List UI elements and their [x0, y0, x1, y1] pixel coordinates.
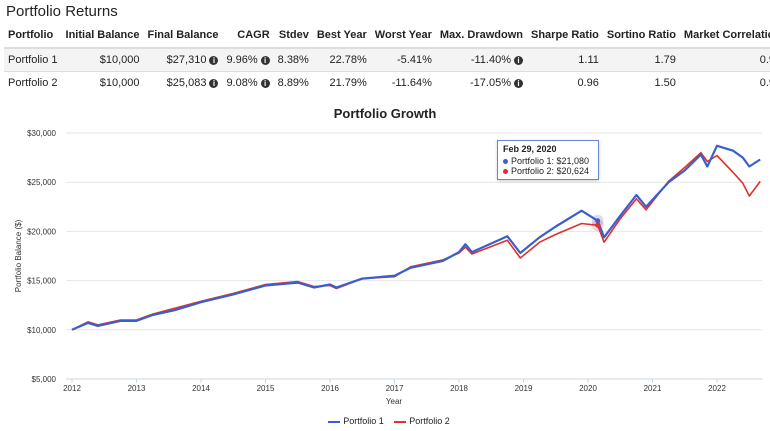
cell-value: -11.64%	[391, 77, 432, 89]
table-cell: 0.96	[527, 72, 603, 95]
cell-value: Portfolio 1	[8, 54, 58, 66]
cell-value: 0.93	[759, 54, 770, 66]
info-icon[interactable]: i	[514, 78, 523, 88]
table-cell: -17.05% i	[436, 72, 527, 95]
cell-value: 0.96	[577, 77, 599, 89]
x-tick-label: 2017	[386, 384, 404, 393]
table-cell: Portfolio 1	[4, 48, 62, 72]
tooltip-date: Feb 29, 2020	[503, 144, 557, 154]
column-header[interactable]: CAGR	[222, 26, 274, 49]
y-tick-label: $5,000	[32, 375, 57, 384]
y-tick-label: $25,000	[27, 178, 56, 187]
hover-point-portfolio-2	[595, 222, 601, 228]
x-tick-label: 2018	[450, 384, 468, 393]
p1-dot-icon	[503, 159, 508, 165]
table-cell: -11.40% i	[435, 48, 527, 72]
x-tick-label: 2022	[708, 384, 726, 393]
table-cell: $25,083 i	[144, 72, 223, 95]
table-cell: Portfolio 2	[4, 72, 62, 95]
cell-value: 1.11	[578, 54, 599, 66]
table-cell: -11.64%	[371, 72, 436, 95]
chart-tooltip: Feb 29, 2020 Portfolio 1: $21,080 Portfo…	[497, 140, 599, 180]
cell-value: $25,083	[166, 77, 207, 89]
cell-value: $10,000	[99, 77, 140, 89]
cell-value: 8.89%	[277, 77, 309, 89]
info-icon[interactable]: i	[209, 55, 219, 65]
cell-value: -17.05%	[470, 77, 511, 89]
column-header[interactable]: Stdev	[273, 26, 313, 49]
info-icon[interactable]: i	[260, 55, 270, 65]
column-header[interactable]: Market Correlation	[679, 26, 770, 49]
info-icon[interactable]: i	[260, 78, 270, 88]
hover-point-portfolio-1	[595, 218, 601, 224]
x-tick-label: 2015	[257, 384, 275, 393]
legend-item-portfolio-1[interactable]: Portfolio 1	[320, 416, 384, 426]
column-header[interactable]: Initial Balance	[61, 26, 144, 49]
x-tick-label: 2016	[321, 384, 339, 393]
cell-value: 0.99	[759, 77, 770, 89]
x-tick-label: 2019	[515, 384, 533, 393]
x-tick-label: 2020	[579, 384, 597, 393]
info-icon[interactable]: i	[514, 55, 523, 65]
info-icon[interactable]: i	[209, 78, 219, 88]
column-header[interactable]: Final Balance	[143, 26, 223, 49]
table-cell: 9.08% i	[222, 72, 273, 95]
table-cell: 1.79	[602, 48, 680, 72]
table-cell: $27,310 i	[143, 48, 223, 72]
tooltip-p2: Portfolio 2: $20,624	[511, 166, 590, 176]
cell-value: 22.78%	[329, 54, 367, 66]
chart-legend: Portfolio 1 Portfolio 2	[0, 416, 770, 426]
cell-value: $27,310	[166, 54, 207, 66]
x-tick-label: 2021	[644, 384, 662, 393]
table-row: Portfolio 2 $10,000 $25,083 i 9.08% i 8.89% 21.…	[4, 72, 770, 95]
column-header[interactable]: Sharpe Ratio	[527, 26, 603, 49]
column-header[interactable]: Sortino Ratio	[602, 26, 680, 49]
tooltip-p1: Portfolio 1: $21,080	[511, 156, 590, 166]
table-cell: $10,000	[62, 72, 144, 95]
cell-value: 1.79	[654, 54, 676, 66]
returns-table: Portfolio Initial Balance Final Balance CAG…	[4, 26, 770, 94]
chart-title: Portfolio Growth	[334, 106, 437, 121]
y-tick-label: $15,000	[27, 277, 56, 286]
series-line-portfolio-2	[71, 151, 761, 331]
y-axis-label: Portfolio Balance ($)	[14, 219, 23, 292]
x-tick-label: 2012	[63, 384, 81, 393]
cell-value: -11.40%	[470, 54, 511, 66]
y-tick-label: $30,000	[27, 129, 56, 138]
page-title: Portfolio Returns	[6, 3, 118, 20]
table-cell: 9.96% i	[222, 48, 274, 72]
y-tick-label: $20,000	[27, 227, 56, 236]
series-line-portfolio-1	[71, 144, 761, 331]
table-cell: 1.11	[527, 48, 603, 72]
column-header[interactable]: Best Year	[312, 26, 371, 49]
table-row: Portfolio 1 $10,000 $27,310 i 9.96% i 8.38% 22.…	[4, 48, 770, 72]
cell-value: 8.38%	[277, 54, 309, 66]
x-tick-label: 2013	[128, 384, 146, 393]
cell-value: 9.96%	[226, 54, 258, 66]
table-cell: 0.99	[680, 72, 770, 95]
table-cell: 22.78%	[312, 48, 371, 72]
table-cell: $10,000	[61, 48, 144, 72]
table-cell: 8.38%	[273, 48, 313, 72]
x-tick-label: 2014	[192, 384, 210, 393]
column-header[interactable]: Worst Year	[370, 26, 436, 49]
table-cell: 8.89%	[274, 72, 313, 95]
cell-value: 9.08%	[226, 77, 258, 89]
column-header[interactable]: Portfolio	[4, 26, 62, 49]
table-cell: -5.41%	[370, 48, 436, 72]
cell-value: $10,000	[99, 54, 140, 66]
cell-value: 21.79%	[329, 77, 367, 89]
column-header[interactable]: Max. Drawdown	[435, 26, 527, 49]
y-tick-label: $10,000	[27, 326, 56, 335]
table-cell: 1.50	[603, 72, 680, 95]
cell-value: -5.41%	[397, 54, 432, 66]
p2-dot-icon	[503, 169, 508, 175]
cell-value: 1.50	[654, 77, 676, 89]
table-cell: 0.93	[679, 48, 770, 72]
cell-value: Portfolio 2	[8, 77, 58, 89]
table-cell: 21.79%	[313, 72, 371, 95]
x-axis-label: Year	[386, 397, 403, 406]
legend-item-portfolio-2[interactable]: Portfolio 2	[386, 416, 450, 426]
